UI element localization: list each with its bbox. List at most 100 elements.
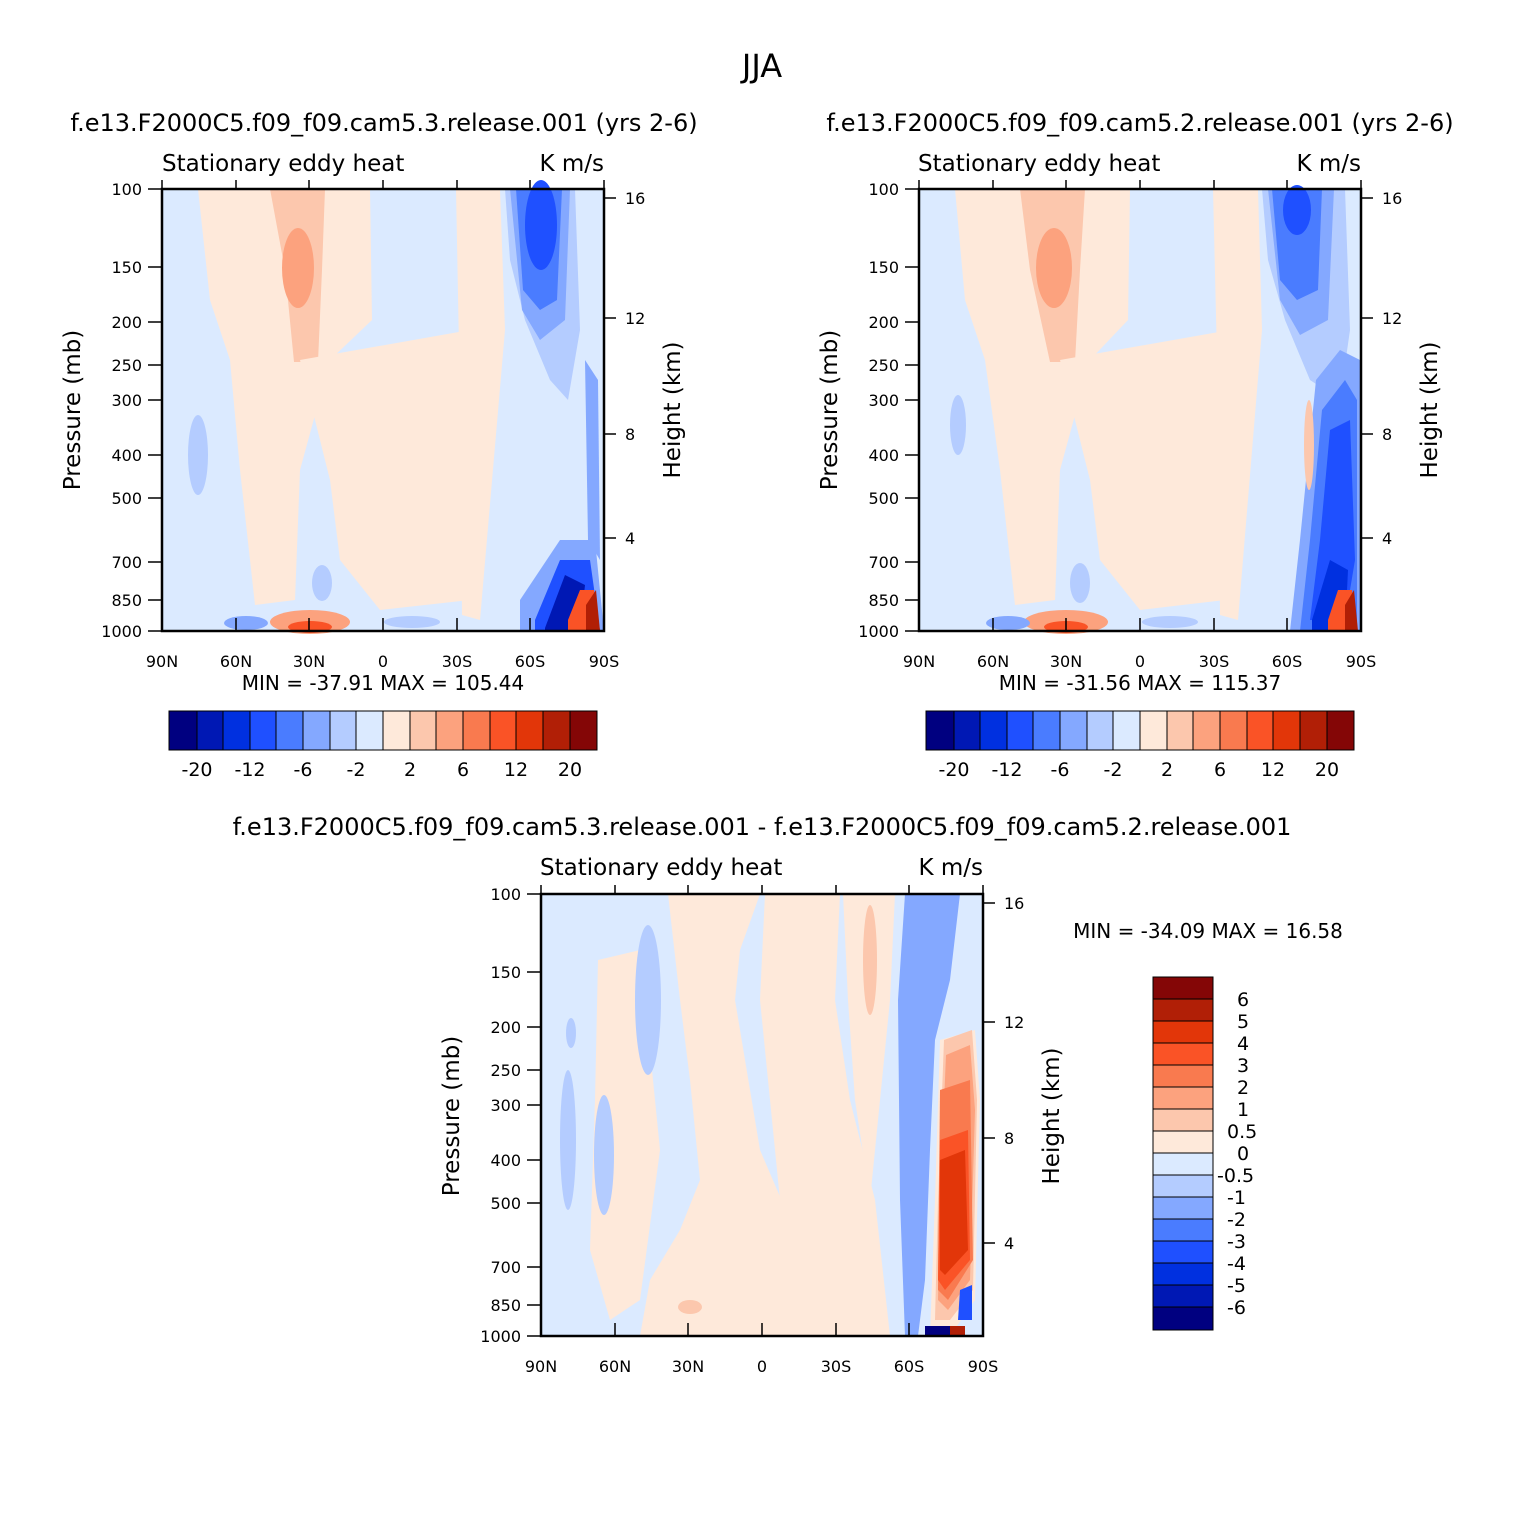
negative-region bbox=[566, 1018, 576, 1048]
colorbar-box bbox=[1152, 1218, 1214, 1242]
y-tick-label: 150 bbox=[111, 258, 142, 277]
positive-region bbox=[1060, 330, 1245, 610]
colorbar-box bbox=[542, 710, 571, 751]
colorbar-box bbox=[925, 710, 955, 751]
colorbar-box bbox=[382, 710, 411, 751]
y-tick-label: 500 bbox=[490, 1194, 521, 1213]
negative-region bbox=[635, 925, 661, 1075]
negative-region bbox=[898, 894, 960, 1336]
height-tick-label: 8 bbox=[1382, 425, 1392, 444]
x-tick-label: 60N bbox=[599, 1357, 631, 1376]
colorbar-label: 2 bbox=[1161, 759, 1173, 781]
y-tick-labels: 100 150 200 250 300 400 500 700 850 1000 bbox=[101, 180, 142, 641]
colorbar-label: 3 bbox=[1237, 1055, 1249, 1077]
colorbar: -20 -12 -6 -2 2 6 12 20 bbox=[925, 710, 1355, 781]
contour-field bbox=[541, 894, 983, 1336]
y-tick-label: 850 bbox=[490, 1296, 521, 1315]
colorbar-box bbox=[196, 710, 224, 751]
colorbar-label: -2 bbox=[347, 759, 366, 781]
negative-core bbox=[925, 1326, 950, 1336]
colorbar-box bbox=[435, 710, 464, 751]
colorbar-label: 20 bbox=[558, 759, 582, 781]
plot-title-left: Stationary eddy heat bbox=[162, 151, 404, 177]
height-tick-label: 8 bbox=[625, 425, 635, 444]
height-axis-label: Height (km) bbox=[1039, 1047, 1065, 1184]
plot-title-right: K m/s bbox=[918, 855, 983, 881]
height-tick-label: 12 bbox=[625, 309, 645, 328]
height-tick-labels: 16 12 8 4 bbox=[625, 189, 645, 548]
height-tick-labels: 16 12 8 4 bbox=[1004, 894, 1024, 1253]
min-max-stats: MIN = -34.09 MAX = 16.58 bbox=[1073, 919, 1343, 943]
min-max-stats: MIN = -31.56 MAX = 115.37 bbox=[999, 671, 1282, 695]
colorbar-label: 6 bbox=[1237, 989, 1249, 1011]
colorbar-label: -3 bbox=[1227, 1231, 1246, 1253]
positive-core bbox=[863, 905, 877, 1015]
colorbar-box bbox=[249, 710, 277, 751]
x-tick-label: 0 bbox=[1135, 652, 1145, 671]
colorbar-label: -4 bbox=[1227, 1253, 1246, 1275]
colorbar-label: 12 bbox=[504, 759, 528, 781]
colorbar-box bbox=[979, 710, 1008, 751]
y-tick-label: 200 bbox=[868, 313, 899, 332]
y-tick-label: 300 bbox=[111, 391, 142, 410]
colorbar-label: 6 bbox=[1214, 759, 1226, 781]
colorbar-box bbox=[1152, 1284, 1214, 1308]
x-ticks bbox=[540, 885, 984, 1336]
x-tick-labels: 90N 60N 30N 0 30S 60S 90S bbox=[525, 1357, 998, 1376]
positive-region bbox=[300, 330, 490, 610]
height-tick-label: 12 bbox=[1382, 309, 1402, 328]
height-tick-label: 4 bbox=[1004, 1234, 1014, 1253]
y-tick-label: 700 bbox=[868, 553, 899, 572]
x-tick-label: 90S bbox=[589, 652, 620, 671]
colorbar-box bbox=[1152, 1174, 1214, 1198]
x-ticks bbox=[918, 180, 1362, 631]
negative-region bbox=[950, 395, 966, 455]
height-tick-label: 8 bbox=[1004, 1129, 1014, 1148]
y-tick-label: 400 bbox=[490, 1151, 521, 1170]
height-tick-label: 16 bbox=[1382, 189, 1402, 208]
colorbar-label: 4 bbox=[1237, 1033, 1249, 1055]
negative-region bbox=[1070, 563, 1090, 603]
x-ticks bbox=[161, 180, 605, 631]
x-tick-label: 90N bbox=[525, 1357, 557, 1376]
x-tick-label: 60N bbox=[977, 652, 1009, 671]
colorbar-box bbox=[1152, 1064, 1214, 1088]
colorbar-label: -2 bbox=[1227, 1209, 1246, 1231]
colorbar-label: 6 bbox=[457, 759, 469, 781]
y-tick-label: 1000 bbox=[101, 622, 142, 641]
positive-region bbox=[198, 189, 372, 605]
height-axis-label: Height (km) bbox=[660, 341, 686, 478]
y-tick-label: 500 bbox=[868, 489, 899, 508]
negative-region bbox=[188, 415, 208, 495]
colorbar-label: 5 bbox=[1237, 1011, 1249, 1033]
y-tick-label: 250 bbox=[490, 1061, 521, 1080]
colorbar-box bbox=[1326, 710, 1355, 751]
y-ticks bbox=[905, 188, 1373, 632]
colorbar-box bbox=[1139, 710, 1168, 751]
x-tick-label: 30S bbox=[1199, 652, 1230, 671]
colorbar-box bbox=[953, 710, 981, 751]
colorbar: 6 5 4 3 2 1 0.5 0 -0.5 -1 -2 -3 -4 -5 -6 bbox=[1152, 976, 1257, 1331]
y-tick-label: 150 bbox=[490, 963, 521, 982]
x-tick-label: 90S bbox=[1346, 652, 1377, 671]
x-tick-label: 30N bbox=[1050, 652, 1082, 671]
colorbar-box bbox=[1152, 1262, 1214, 1286]
colorbar-box bbox=[1112, 710, 1141, 751]
height-tick-label: 4 bbox=[625, 529, 635, 548]
y-tick-label: 100 bbox=[490, 885, 521, 904]
colorbar-label: 20 bbox=[1315, 759, 1339, 781]
height-tick-label: 12 bbox=[1004, 1013, 1024, 1032]
y-tick-label: 300 bbox=[490, 1096, 521, 1115]
height-tick-label: 16 bbox=[625, 189, 645, 208]
colorbar-label: -6 bbox=[1227, 1297, 1246, 1319]
colorbar-label: 0 bbox=[1237, 1143, 1249, 1165]
colorbar-label: 0.5 bbox=[1227, 1121, 1257, 1143]
colorbar-box bbox=[1152, 1042, 1214, 1066]
x-tick-labels: 90N 60N 30N 0 30S 60S 90S bbox=[903, 652, 1376, 671]
positive-region bbox=[843, 894, 895, 1200]
height-tick-label: 4 bbox=[1382, 529, 1392, 548]
y-tick-label: 400 bbox=[111, 446, 142, 465]
negative-region bbox=[1142, 616, 1198, 628]
panel-difference: f.e13.F2000C5.f09_f09.cam5.3.release.001… bbox=[233, 813, 1343, 1376]
colorbar-label: -6 bbox=[294, 759, 313, 781]
